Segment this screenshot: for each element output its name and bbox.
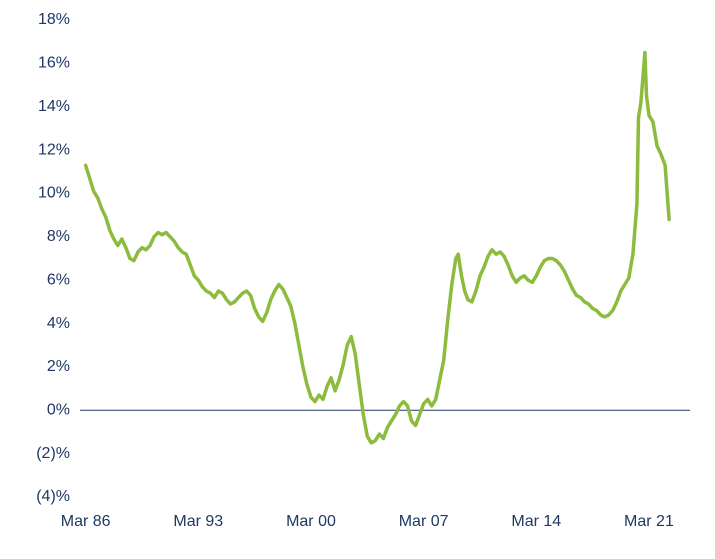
x-tick-label: Mar 07 <box>399 513 449 530</box>
y-tick-label: 4% <box>47 315 70 332</box>
x-tick-label: Mar 86 <box>61 513 111 530</box>
y-tick-label: 14% <box>38 98 70 115</box>
y-tick-label: (4)% <box>36 488 70 505</box>
y-tick-label: 0% <box>47 401 70 418</box>
y-tick-label: 2% <box>47 358 70 375</box>
y-tick-label: 12% <box>38 141 70 158</box>
x-tick-label: Mar 93 <box>173 513 223 530</box>
y-tick-label: 10% <box>38 185 70 202</box>
y-tick-label: 16% <box>38 55 70 72</box>
y-tick-label: 18% <box>38 11 70 28</box>
data-series-line <box>83 50 671 445</box>
y-tick-label: 6% <box>47 271 70 288</box>
x-tick-label: Mar 00 <box>286 513 336 530</box>
y-tick-label: (2)% <box>36 445 70 462</box>
y-tick-label: 8% <box>47 228 70 245</box>
x-tick-label: Mar 21 <box>624 513 674 530</box>
x-tick-label: Mar 14 <box>511 513 561 530</box>
